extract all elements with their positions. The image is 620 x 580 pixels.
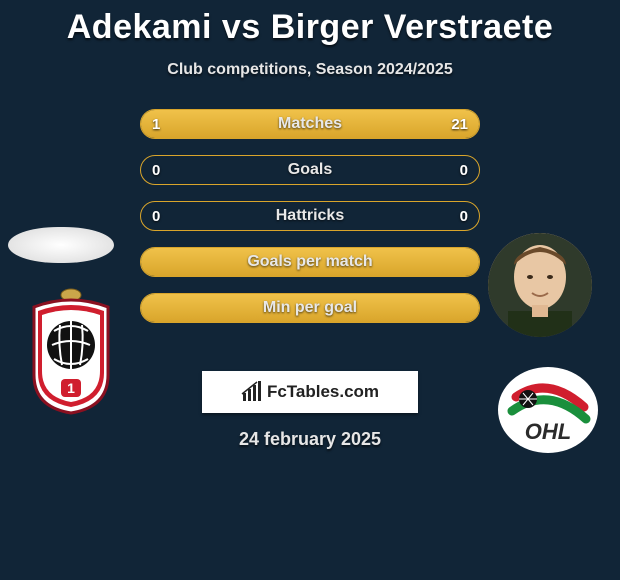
stat-value-right: 21 (439, 109, 480, 139)
stat-value-right (456, 247, 480, 277)
stat-value-left (140, 293, 164, 323)
stat-value-left: 0 (140, 155, 172, 185)
player1-avatar (8, 227, 114, 263)
stat-row-min-per-goal: Min per goal (140, 293, 480, 323)
brand-text: FcTables.com (267, 382, 379, 402)
stat-bars: 1 21 Matches 0 0 Goals 0 0 Hattricks (140, 109, 480, 339)
page-subtitle: Club competitions, Season 2024/2025 (0, 61, 620, 79)
stat-row-hattricks: 0 0 Hattricks (140, 201, 480, 231)
player2-club-badge: OHL (498, 367, 598, 453)
bar-track (140, 293, 480, 323)
stat-value-right: 0 (448, 155, 480, 185)
bar-track (140, 247, 480, 277)
stat-value-left (140, 247, 164, 277)
stats-area: 1 OHL (0, 109, 620, 369)
stat-value-left: 0 (140, 201, 172, 231)
bar-fill-left (141, 248, 479, 276)
stat-row-goals: 0 0 Goals (140, 155, 480, 185)
bar-fill-right (156, 110, 479, 138)
player1-club-badge: 1 (28, 287, 114, 415)
svg-text:1: 1 (67, 380, 75, 396)
bar-track (140, 201, 480, 231)
brand-box[interactable]: FcTables.com (202, 371, 418, 413)
bar-fill-left (141, 294, 479, 322)
bar-track (140, 155, 480, 185)
stat-value-right: 0 (448, 201, 480, 231)
page-title: Adekami vs Birger Verstraete (0, 0, 620, 47)
player2-avatar (488, 233, 592, 337)
stat-value-left: 1 (140, 109, 172, 139)
stat-row-matches: 1 21 Matches (140, 109, 480, 139)
stat-row-goals-per-match: Goals per match (140, 247, 480, 277)
bar-track (140, 109, 480, 139)
stat-value-right (456, 293, 480, 323)
svg-text:OHL: OHL (525, 419, 571, 444)
bar-chart-icon (241, 381, 263, 403)
